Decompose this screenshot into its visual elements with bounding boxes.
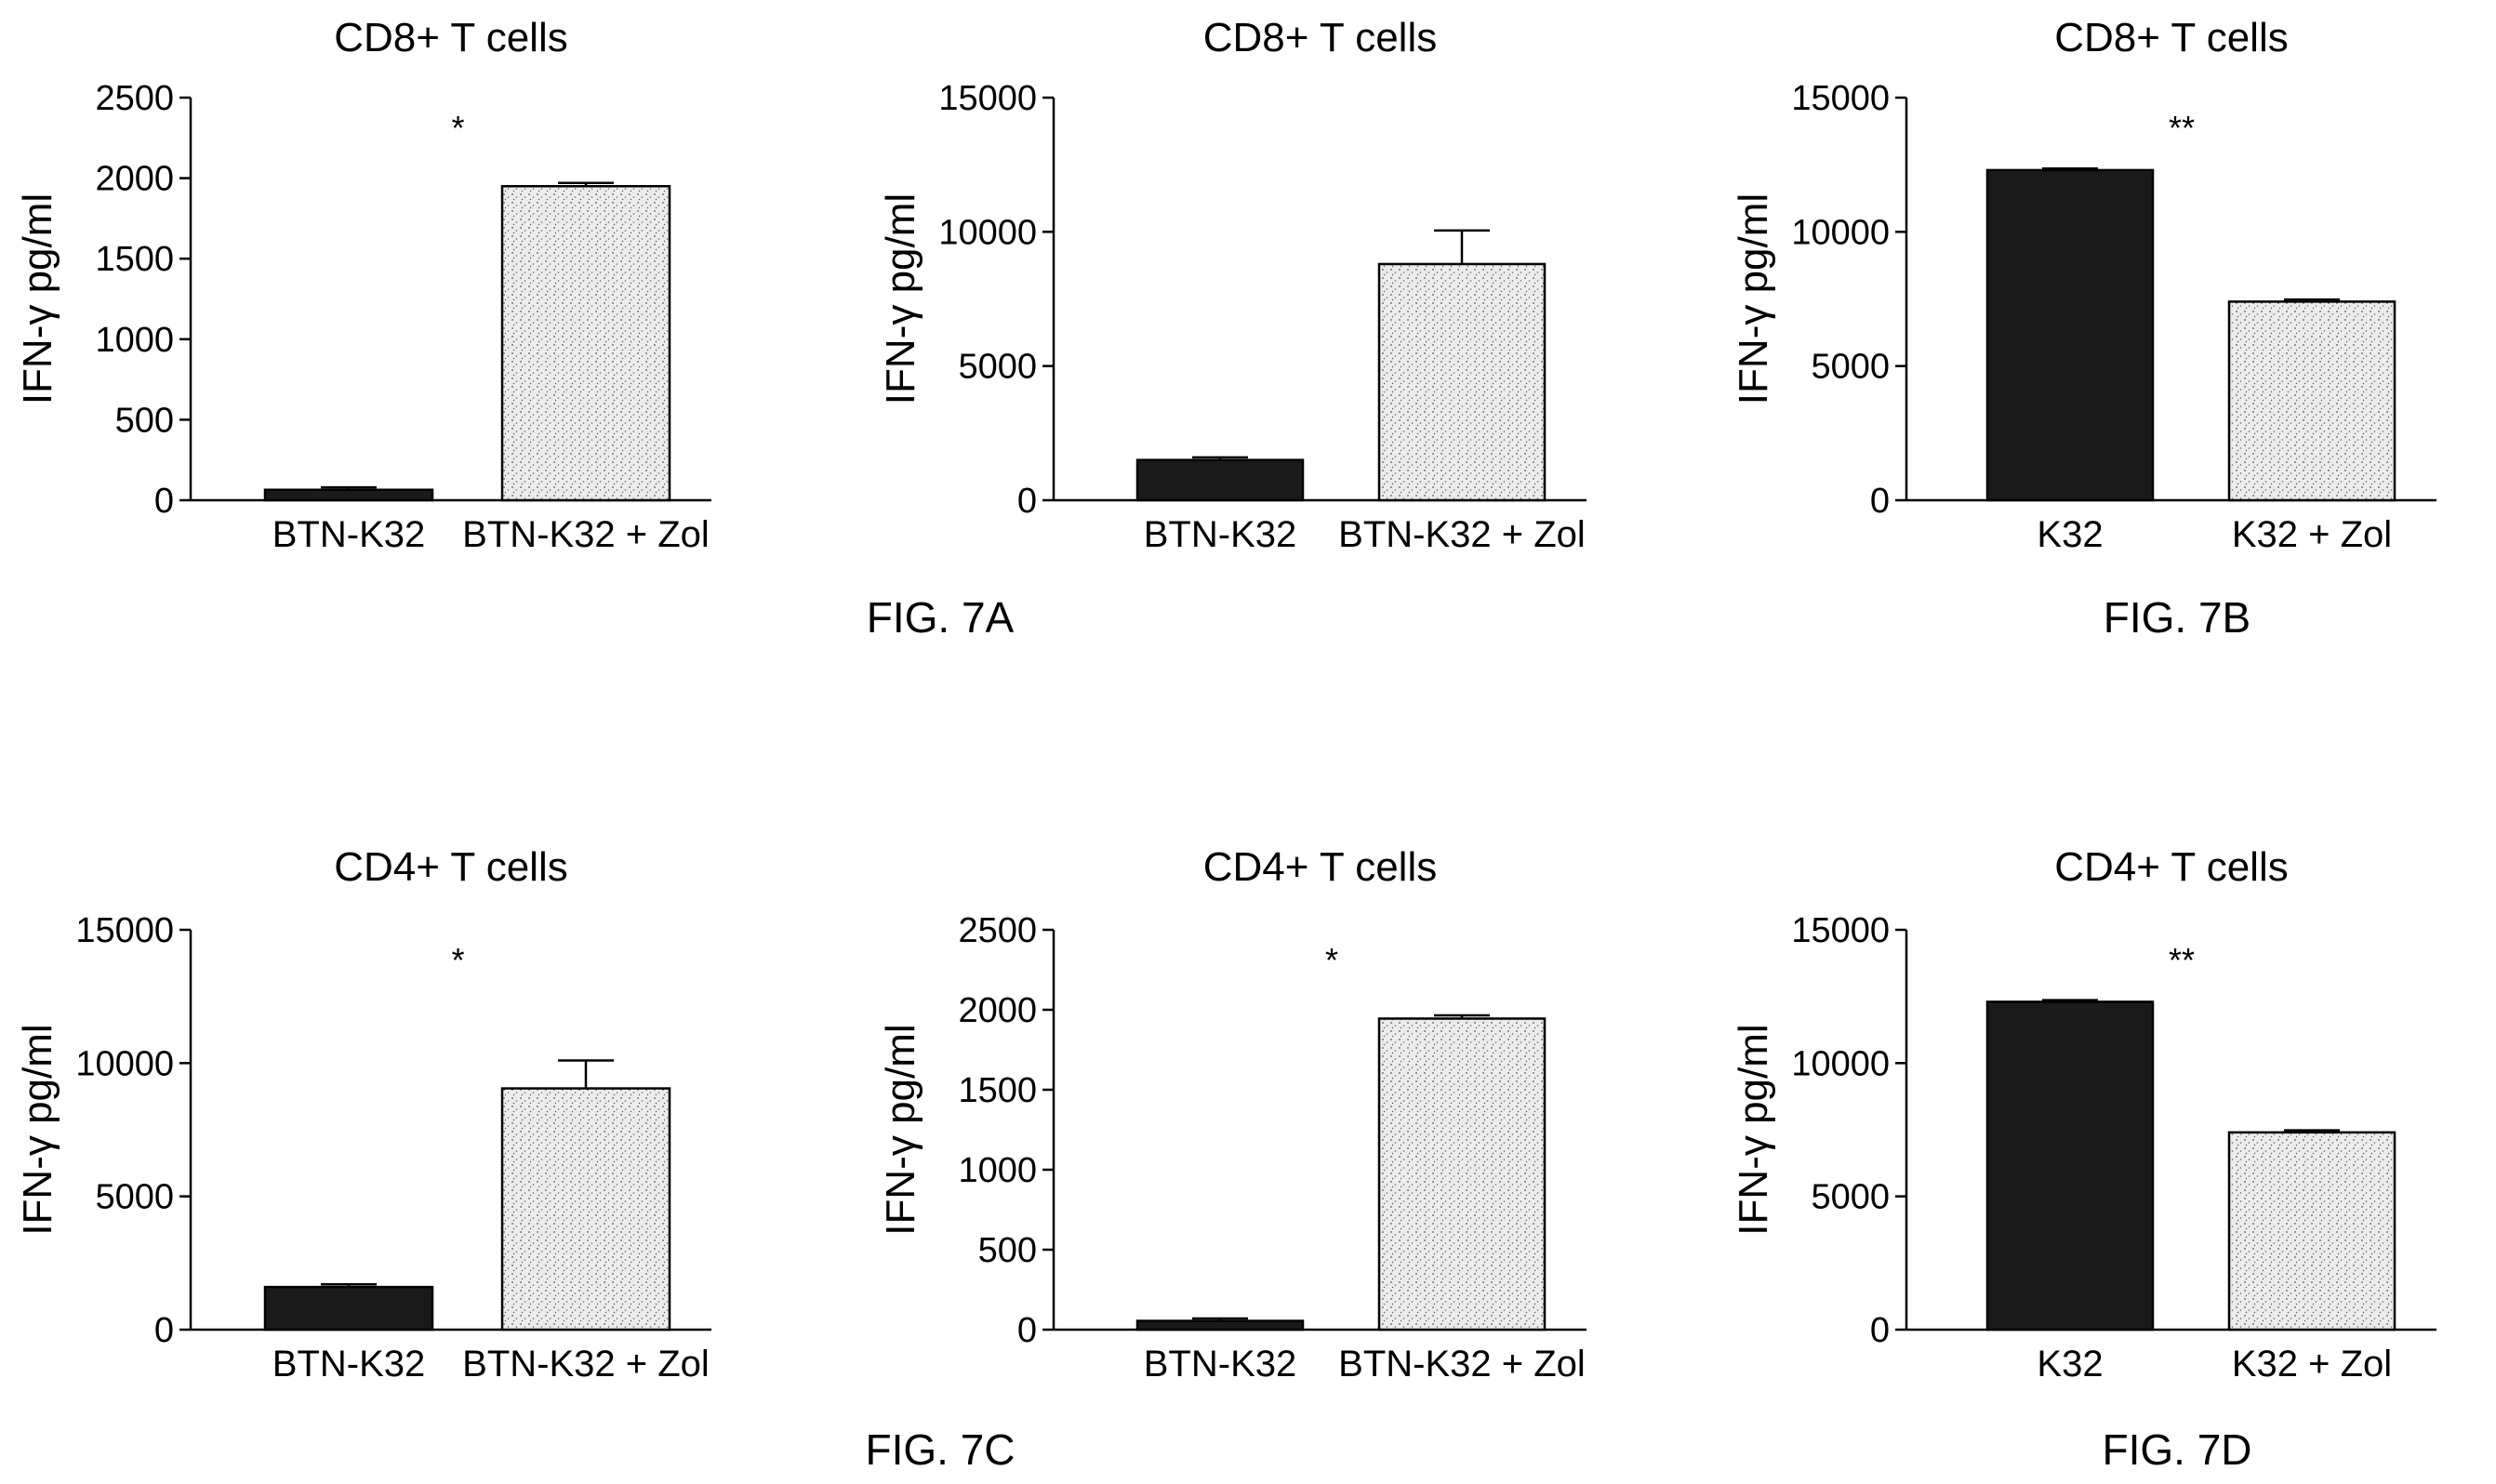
bar-1 [263,1285,434,1332]
chart-title: CD4+ T cells [1203,844,1437,890]
y-tick-label: 0 [1870,1311,1890,1350]
bar-2 [2227,300,2396,502]
y-tick-label: 2000 [95,160,174,199]
y-tick-label: 0 [1017,1311,1037,1350]
significance-marker: * [1325,941,1338,979]
chart-title: CD8+ T cells [2054,15,2288,60]
y-tick-label: 10000 [75,1044,174,1083]
bar-1 [1985,168,2155,502]
chart-panel-6: CD4+ T cells IFN-γ pg/ml 0 5000 10000 15000 K3… [1731,844,2436,1385]
y-tick-label: 0 [1017,482,1037,521]
x-tick-label: BTN-K32 + Zol [462,1344,710,1385]
chart-title: CD4+ T cells [334,844,567,890]
y-tick-label: 5000 [958,348,1037,387]
y-tick-label: 15000 [938,79,1037,118]
chart-panel-4: CD4+ T cells IFN-γ pg/ml 0 5000 10000 15000 BT… [15,844,711,1385]
bar-2 [1377,262,1547,502]
significance-marker: * [451,109,464,147]
y-tick-label: 15000 [75,911,174,950]
x-tick-label: K32 + Zol [2232,1344,2392,1385]
bar-1 [1985,1000,2155,1332]
x-tick-label: BTN-K32 + Zol [1338,514,1586,555]
y-tick-label: 15000 [1791,79,1890,118]
fig-label-7c: FIG. 7C [865,1425,1015,1474]
chart-title: CD8+ T cells [1203,15,1437,60]
fig-label-7a: FIG. 7A [867,593,1015,642]
y-tick-label: 0 [154,1311,174,1350]
y-tick-label: 1500 [958,1071,1037,1110]
y-tick-label: 500 [115,401,174,440]
bar-2 [500,185,671,502]
x-tick-label: BTN-K32 + Zol [462,514,710,555]
y-tick-label: 0 [154,482,174,521]
y-tick-label: 1000 [958,1151,1037,1190]
fig-label-7b: FIG. 7B [2104,593,2250,642]
x-tick-label: K32 + Zol [2232,514,2392,555]
y-tick-label: 10000 [938,213,1037,252]
y-tick-label: 10000 [1791,213,1890,252]
bar-1 [1135,1319,1305,1332]
x-tick-label: BTN-K32 + Zol [1338,1344,1586,1385]
y-tick-label: 15000 [1791,911,1890,950]
y-tick-label: 5000 [1811,348,1890,387]
x-tick-label: BTN-K32 [1144,514,1297,555]
y-tick-label: 10000 [1791,1044,1890,1083]
y-axis-label: IFN-γ pg/ml [15,193,60,404]
y-tick-label: 2000 [958,991,1037,1030]
y-tick-label: 0 [1870,482,1890,521]
significance-marker: ** [2169,941,2195,979]
chart-panel-1: CD8+ T cells IFN-γ pg/ml 0 500 1000 1500 2000 2… [15,15,711,555]
x-tick-label: K32 [2037,514,2103,555]
bar-1 [1135,458,1305,502]
y-tick-label: 2500 [95,79,174,118]
chart-title: CD4+ T cells [2054,844,2288,890]
y-tick-label: 2500 [958,911,1037,950]
significance-marker: * [451,941,464,979]
y-axis-label: IFN-γ pg/ml [1731,193,1776,404]
x-tick-label: BTN-K32 [272,1344,426,1385]
y-axis-label: IFN-γ pg/ml [878,193,923,404]
y-tick-label: 5000 [95,1178,174,1217]
x-tick-label: K32 [2037,1344,2103,1385]
significance-marker: ** [2169,109,2195,147]
bar-1 [263,488,434,502]
y-axis-label: IFN-γ pg/ml [15,1024,60,1235]
y-axis-label: IFN-γ pg/ml [1731,1024,1776,1235]
x-tick-label: BTN-K32 [272,514,426,555]
fig-label-7d: FIG. 7D [2102,1425,2251,1474]
y-tick-label: 5000 [1811,1178,1890,1217]
bar-2 [2227,1131,2396,1332]
y-axis-label: IFN-γ pg/ml [878,1024,923,1235]
y-tick-label: 1000 [95,321,174,360]
bar-2 [1377,1017,1547,1332]
bar-2 [500,1087,671,1332]
chart-title: CD8+ T cells [334,15,567,60]
x-tick-label: BTN-K32 [1144,1344,1297,1385]
chart-panel-2: CD8+ T cells IFN-γ pg/ml 0 5000 10000 15000 BT… [878,15,1587,555]
y-tick-label: 1500 [95,240,174,279]
chart-panel-3: CD8+ T cells IFN-γ pg/ml 0 5000 10000 15000 K3… [1731,15,2436,555]
y-tick-label: 500 [978,1231,1037,1270]
chart-panel-5: CD4+ T cells IFN-γ pg/ml 0 500 1000 1500 2000 2… [878,844,1587,1385]
